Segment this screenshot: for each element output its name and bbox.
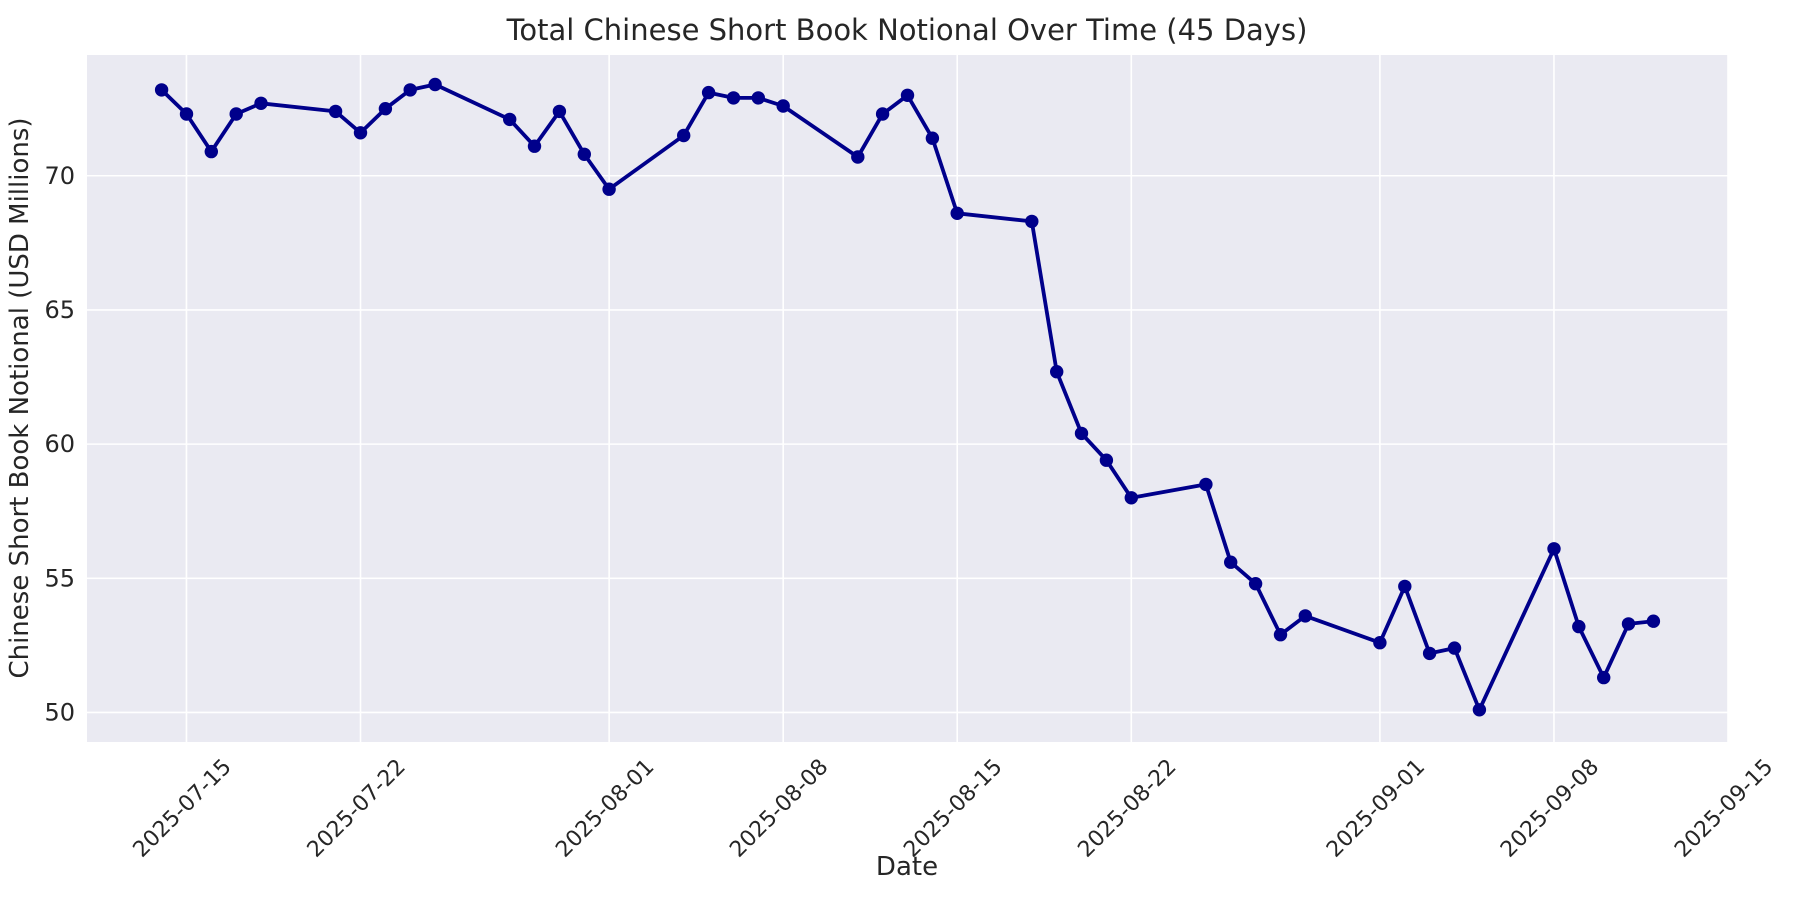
x-tick-labels: 2025-07-15 2025-07-22 2025-08-01 2025-08-08… xyxy=(129,755,1779,863)
x-tick-label: 2025-09-08 xyxy=(1496,755,1604,863)
data-point xyxy=(378,102,393,116)
data-point xyxy=(1422,646,1437,661)
data-point xyxy=(1398,579,1412,594)
data-point xyxy=(1050,365,1064,379)
x-tick-label: 2025-08-22 xyxy=(1073,755,1181,863)
y-tick-label: 50 xyxy=(44,698,75,726)
data-point xyxy=(1472,703,1487,717)
chart-title: Total Chinese Short Book Notional Over T… xyxy=(506,13,1308,47)
data-point xyxy=(254,96,268,111)
data-point xyxy=(1224,555,1238,569)
data-point xyxy=(776,99,790,113)
data-point xyxy=(577,147,591,161)
x-tick-label: 2025-07-15 xyxy=(129,755,237,863)
plot-background xyxy=(87,55,1728,742)
data-point xyxy=(552,104,567,119)
data-point xyxy=(328,104,343,119)
data-point xyxy=(1447,641,1462,655)
data-point xyxy=(602,182,616,196)
data-point xyxy=(154,83,169,97)
data-point xyxy=(229,107,243,121)
data-point xyxy=(428,77,442,92)
data-point xyxy=(677,128,691,143)
data-point xyxy=(1025,214,1039,229)
data-point xyxy=(1572,619,1586,634)
gridlines xyxy=(87,55,1729,742)
data-point xyxy=(875,107,890,121)
y-tick-label: 55 xyxy=(44,564,75,592)
data-point xyxy=(1074,426,1089,441)
y-tick-labels: 50 55 60 65 70 xyxy=(44,162,75,727)
data-point xyxy=(179,107,194,121)
x-tick-label: 2025-07-22 xyxy=(303,755,411,863)
y-axis-label: Chinese Short Book Notional (USD Million… xyxy=(5,117,35,678)
x-tick-label: 2025-08-15 xyxy=(899,755,1007,863)
data-point xyxy=(1199,477,1213,492)
x-tick-label: 2025-09-15 xyxy=(1670,755,1778,863)
data-point xyxy=(701,85,716,100)
series xyxy=(154,77,1661,717)
x-tick-label: 2025-08-01 xyxy=(551,755,659,863)
data-point xyxy=(726,91,741,105)
data-point xyxy=(1547,542,1561,556)
data-point xyxy=(1248,577,1263,591)
data-point xyxy=(1273,628,1288,642)
x-tick-label: 2025-08-08 xyxy=(725,755,833,863)
data-point xyxy=(925,131,940,145)
data-point xyxy=(403,83,417,97)
y-tick-label: 70 xyxy=(44,162,75,190)
data-point xyxy=(353,126,368,140)
data-point xyxy=(527,139,542,153)
data-point xyxy=(1621,617,1636,631)
data-point xyxy=(204,144,218,159)
data-point xyxy=(950,206,964,220)
y-tick-label: 60 xyxy=(44,430,75,458)
x-axis-label: Date xyxy=(876,852,938,882)
data-point xyxy=(1298,609,1313,623)
data-point xyxy=(851,150,865,164)
data-point xyxy=(503,112,517,127)
data-point xyxy=(1646,614,1661,628)
data-point xyxy=(1373,636,1387,650)
data-point xyxy=(900,88,915,103)
data-point xyxy=(1597,670,1611,685)
y-tick-label: 65 xyxy=(44,296,75,324)
x-tick-label: 2025-09-01 xyxy=(1322,755,1430,863)
data-point xyxy=(1124,491,1139,505)
data-point xyxy=(751,91,765,105)
data-point xyxy=(1099,453,1114,467)
